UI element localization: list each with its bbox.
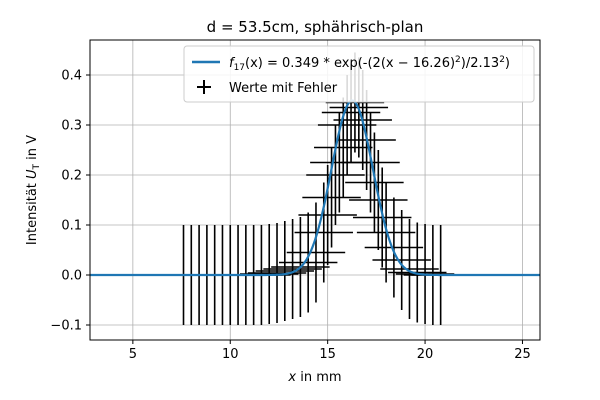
legend-box (183, 45, 535, 103)
x-axis-ticks: 5 10 15 20 25 (129, 340, 531, 362)
y-axis-label: Intensität UT in V (25, 135, 42, 245)
chart-title: d = 53.5cm, sphährisch-plan (207, 18, 424, 36)
x-tick-label: 15 (319, 347, 336, 362)
y-tick-label: 0.3 (61, 119, 82, 134)
x-tick-label: 25 (514, 347, 531, 362)
y-axis-ticks: −0.1 0.0 0.1 0.2 0.3 0.4 (50, 69, 90, 334)
fit-curve (90, 99, 540, 277)
plot-frame (89, 39, 541, 341)
y-tick-label: 0.2 (61, 169, 82, 184)
x-axis-label: x in mm (287, 370, 341, 385)
x-tick-label: 10 (222, 347, 239, 362)
x-tick-label: 5 (129, 347, 137, 362)
y-tick-label: 0.0 (61, 269, 82, 284)
legend-fit-label: f17(x) = 0.349 * exp(-(2(x − 16.26)2)/2.… (229, 55, 510, 73)
legend: f17(x) = 0.349 * exp(-(2(x − 16.26)2)/2.… (183, 45, 535, 103)
legend-data-marker (197, 80, 211, 94)
y-tick-label: 0.4 (61, 69, 82, 84)
fit-curve-group (90, 99, 540, 277)
x-tick-label: 20 (417, 347, 434, 362)
y-tick-label: 0.1 (61, 219, 82, 234)
legend-data-label: Werte mit Fehler (229, 81, 338, 96)
y-tick-label: −0.1 (50, 319, 82, 334)
